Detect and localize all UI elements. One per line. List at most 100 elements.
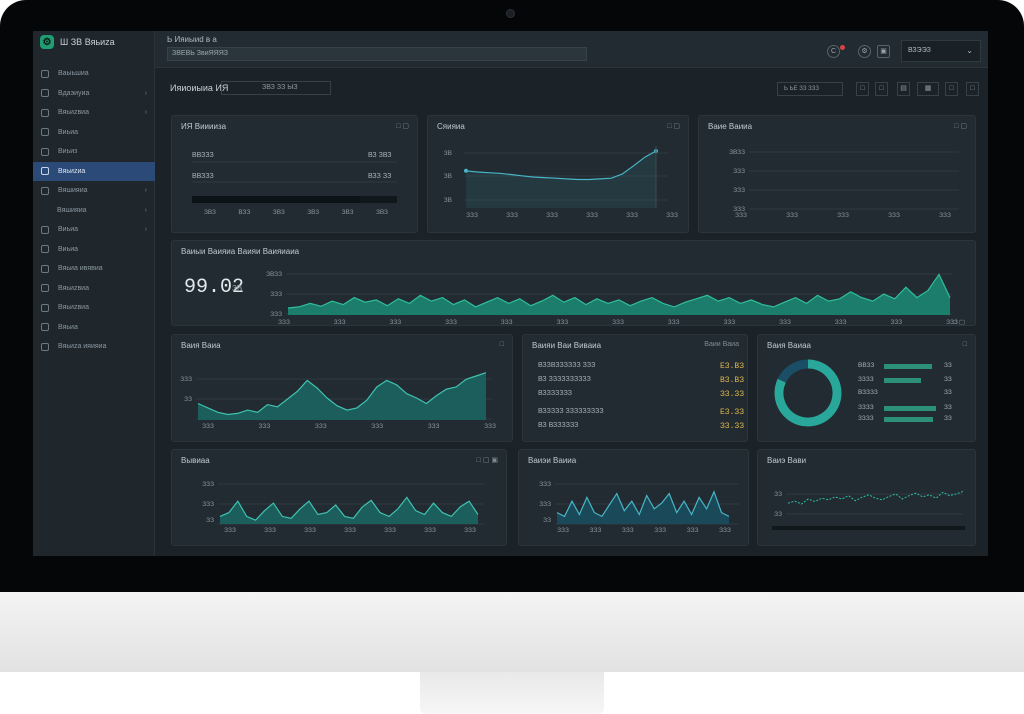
sidebar-item[interactable]: Вяшияиа ›	[33, 181, 155, 201]
toolbar-button-3[interactable]: ▤	[897, 82, 910, 96]
nav-icon	[41, 225, 49, 234]
donut-chart	[774, 359, 842, 427]
sidebar-item[interactable]: Виьиа	[33, 123, 155, 143]
sidebar-item[interactable]: Вяьиzиа	[33, 161, 155, 181]
nav-icon	[41, 89, 49, 98]
legend-item[interactable]: ЗЗЗЗ ЗЗ	[858, 415, 968, 426]
tick-label: ЗЗЗ	[733, 187, 745, 194]
donut-slice[interactable]	[777, 359, 809, 383]
nav-icon	[41, 284, 49, 293]
list-item-label: ВЗ ЗЗЗЗЗЗЗЗЗЗ	[538, 376, 591, 383]
screen: ⚙ Ш ЗВ Вяьиzа Ваыьшиа Вдаэиуиа › Вяьиzвиа › В…	[33, 31, 988, 556]
card-menu-icon[interactable]: □ ▢ ▣	[476, 457, 498, 464]
tick-label: ЗЗЗ	[590, 527, 602, 534]
apps-icon[interactable]: ▣	[877, 45, 890, 58]
list-item-label: ВЗЗВЗЗЗЗЗЗ ЗЗЗ	[538, 362, 596, 369]
sidebar-item[interactable]: Вяьиа	[33, 318, 155, 338]
chevron-right-icon: ›	[144, 89, 147, 97]
nav-icon	[41, 186, 49, 195]
toolbar-button-2[interactable]: □	[875, 82, 888, 96]
card-title: Ваиэ Вави	[767, 456, 807, 465]
tick-label: ЗЗЗ	[687, 527, 699, 534]
card-menu-icon[interactable]: □ ▢	[667, 123, 680, 130]
row-value: ВЗ ЗВЗ	[368, 152, 392, 159]
tick-label: ЗЗ	[184, 396, 192, 403]
breadcrumb[interactable]: Ь Ияиыиd в а	[167, 35, 217, 44]
sidebar-item-label: Вяьиzвиа	[58, 304, 89, 312]
tick-label: ЗЗЗ	[668, 319, 680, 326]
sidebar-item[interactable]: Вяьиzвиа	[33, 298, 155, 318]
filter-dropdown[interactable]: ЗВЗ ЗЗ ЫЗ	[221, 81, 331, 95]
toolbar-button-6[interactable]: □	[966, 82, 979, 96]
big-metric-unit: ЗВ	[232, 284, 243, 293]
legend-value: ЗЗ	[944, 404, 952, 411]
toolbar-button-1[interactable]: □	[856, 82, 869, 96]
tick-label: ЗЗЗ	[557, 527, 569, 534]
legend-item[interactable]: ВВЗЗ ЗЗ	[858, 362, 968, 373]
tick-label: ЗЗЗ	[586, 212, 598, 219]
tick-label: ЗЗЗ	[304, 527, 316, 534]
tick-label: ЗВЗ	[376, 209, 388, 216]
card-menu-icon[interactable]: □ ▢	[954, 123, 967, 130]
sidebar-item[interactable]: Ваыьшиа	[33, 64, 155, 84]
brand[interactable]: ⚙ Ш ЗВ Вяьиzа	[40, 35, 115, 49]
search-input[interactable]: ЗВЕВЬ ЗвиЯЯЯЗ	[167, 47, 587, 61]
toolbar-button-4[interactable]: ▦	[917, 82, 939, 96]
settings-icon[interactable]: ⚙	[858, 45, 871, 58]
sidebar-item[interactable]: Вяьиа ивявиа	[33, 259, 155, 279]
legend-item[interactable]: ЗЗЗЗ ЗЗ	[858, 376, 968, 387]
chevron-down-icon: ⌄	[966, 46, 973, 55]
list-item-label: ВЗЗЗЗЗ ЗЗЗЗЗЗЗЗЗ	[538, 408, 604, 415]
sidebar-item-label: Вяьиzвиа	[58, 284, 89, 292]
brand-name: Ш ЗВ Вяьиzа	[60, 37, 115, 47]
tick-label: ЗВЗЗ	[266, 271, 282, 278]
tick-label: ЗЗЗ	[539, 481, 551, 488]
sidebar-item[interactable]: Виьиз	[33, 142, 155, 162]
list-item[interactable]: ВЗ ВЗЗЗЗЗЗ ЗЗ.ЗЗ	[538, 422, 744, 434]
sidebar-item[interactable]: Вяшияиа ›	[33, 201, 155, 221]
legend-item[interactable]: ЗЗЗЗ ЗЗ	[858, 404, 968, 415]
area1-fill	[198, 372, 486, 420]
trend-line-chart: ЗВ ЗВ ЗВ ЗЗЗ ЗЗЗ ЗЗЗ ЗЗЗ ЗЗЗ ЗЗЗ	[444, 146, 678, 219]
date-range-picker[interactable]: Ь ЬЕ ЗЗ ЗЗЗ	[777, 82, 843, 96]
toolbar-button-5[interactable]: □	[945, 82, 958, 96]
sidebar-item[interactable]: Вяьиzа ияияиа	[33, 337, 155, 357]
tick-label: ЗВЗ	[342, 209, 354, 216]
legend-value: ЗЗ	[944, 389, 952, 396]
sidebar-item[interactable]: Вдаэиуиа ›	[33, 84, 155, 104]
sidebar-item[interactable]: Виьиа ›	[33, 220, 155, 240]
chevron-right-icon: ›	[144, 187, 147, 194]
list-item[interactable]: ВЗЗВЗЗЗЗЗЗ ЗЗЗ ЕЗ.ВЗ	[538, 362, 744, 374]
legend-bar	[884, 406, 937, 411]
card-menu-icon[interactable]: □ ▢	[396, 123, 409, 130]
main-line	[287, 273, 951, 309]
list-item-label: ВЗЗЗЗЗЗЗ	[538, 390, 573, 397]
notification-icon[interactable]: C	[827, 45, 840, 58]
sidebar-item[interactable]: Вяьиzвиа	[33, 279, 155, 299]
legend-item[interactable]: ВЗЗЗЗ ЗЗ	[858, 389, 968, 400]
chevron-right-icon: ›	[144, 206, 147, 214]
list-item[interactable]: ВЗЗЗЗЗЗЗ ЗЗ.ЗЗ	[538, 390, 744, 402]
list-item-label: ВЗ ВЗЗЗЗЗЗ	[538, 422, 579, 429]
tick-label: ЗЗЗ	[264, 527, 276, 534]
list-item-value: ВЗ.ВЗ	[720, 376, 745, 385]
card-menu-icon[interactable]: □	[499, 341, 504, 348]
tick-label: ЗЗ	[774, 491, 782, 498]
list-item[interactable]: ВЗ ЗЗЗЗЗЗЗЗЗЗ ВЗ.ВЗ	[538, 376, 744, 388]
tick-label: ЗЗЗ	[202, 481, 214, 488]
tick-label: ЗЗЗ	[666, 212, 678, 219]
area1-line	[197, 372, 487, 416]
user-menu[interactable]: ВЗЭЭЗ ⌄	[901, 40, 981, 62]
legend-bar	[884, 364, 932, 369]
tools-label[interactable]: □ ▢	[953, 319, 965, 326]
sidebar-item[interactable]: Виьиа	[33, 240, 155, 260]
sidebar-item[interactable]: Вяьиzвиа ›	[33, 103, 155, 123]
donut-slice[interactable]	[774, 359, 842, 427]
nav-icon	[41, 342, 49, 351]
card-donut: Ваия Ваиаа □ ВВЗЗ ЗЗ ЗЗЗЗ ЗЗ ВЗЗЗЗ ЗЗ ЗЗЗЗ ЗЗ ЗЗ…	[757, 334, 976, 442]
list-item[interactable]: ВЗЗЗЗЗ ЗЗЗЗЗЗЗЗЗ ЕЗ.ЗЗ	[538, 408, 744, 420]
sidebar-item-label: Вяьиzиа	[58, 167, 86, 175]
card-menu-icon[interactable]: □	[962, 341, 967, 348]
legend-value: ЗЗ	[944, 362, 952, 369]
